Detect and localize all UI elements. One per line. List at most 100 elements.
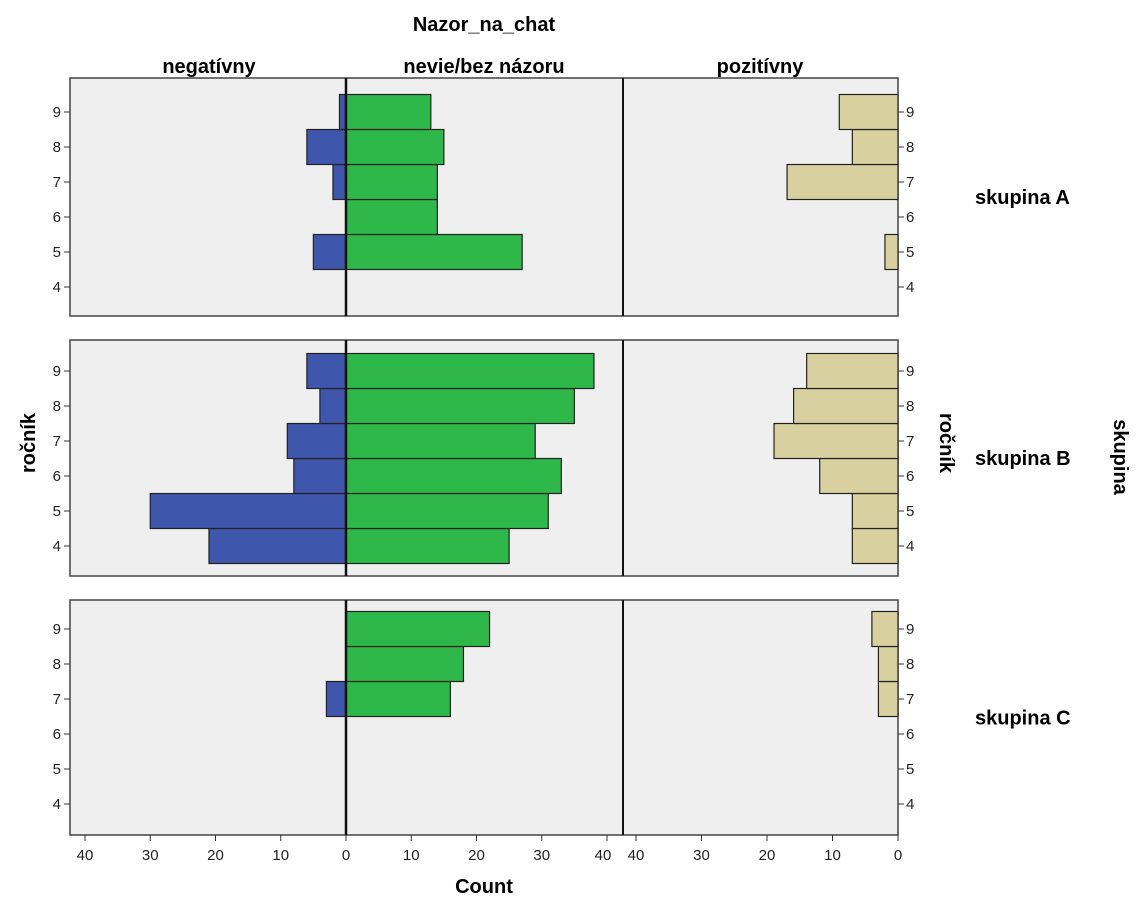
bar-pozitivny-2-5 (851, 492, 899, 530)
y-tick-label-left: 5 (53, 761, 61, 778)
y-tick-label-right: 5 (906, 244, 914, 261)
panel-1 (69, 77, 899, 317)
y-tick-label-left: 5 (53, 503, 61, 520)
y-tick-label-left: 4 (53, 279, 61, 296)
column-header-nevie: nevie/bez názoru (403, 56, 564, 78)
bar-pozitivny-3-8 (877, 645, 899, 683)
bar-nevie-2-4 (345, 527, 510, 565)
bar-negativny-1-8 (306, 128, 347, 166)
bar-negativny-2-9 (306, 352, 347, 390)
row-label-3: skupina C (975, 708, 1071, 730)
x-tick-label-nevie: 20 (468, 847, 485, 864)
bar-pozitivny-2-6 (819, 457, 899, 495)
x-tick-label-negativny: 10 (272, 847, 289, 864)
bar-pozitivny-3-7 (877, 680, 899, 718)
y-tick-label-right: 9 (906, 621, 914, 638)
y-tick-label-left: 6 (53, 209, 61, 226)
bar-nevie-3-7 (345, 680, 452, 718)
y-tick-label-left: 9 (53, 104, 61, 121)
y-tick-label-right: 4 (906, 796, 914, 813)
x-tick-label-pozitivny: 10 (824, 847, 841, 864)
y-tick-label-left: 6 (53, 468, 61, 485)
bar-pozitivny-1-9 (838, 93, 899, 131)
y-tick-label-right: 7 (906, 433, 914, 450)
column-header-negativny: negatívny (162, 56, 256, 78)
row-label-2: skupina B (975, 448, 1071, 470)
bar-nevie-3-8 (345, 645, 465, 683)
y-tick-label-right: 8 (906, 656, 914, 673)
bar-negativny-2-7 (286, 422, 347, 460)
bar-pozitivny-1-7 (786, 163, 899, 201)
x-tick-label-nevie: 40 (595, 847, 612, 864)
x-tick-label-negativny: 40 (77, 847, 94, 864)
x-tick-label-pozitivny: 30 (693, 847, 710, 864)
bar-pozitivny-2-8 (792, 387, 899, 425)
bar-nevie-1-7 (345, 163, 438, 201)
row-label-1: skupina A (975, 187, 1070, 209)
y-tick-label-right: 4 (906, 538, 914, 555)
y-tick-label-left: 7 (53, 691, 61, 708)
y-tick-label-right: 5 (906, 761, 914, 778)
bar-negativny-2-8 (319, 387, 347, 425)
y-tick-label-left: 9 (53, 621, 61, 638)
bar-pozitivny-2-7 (773, 422, 899, 460)
y-tick-label-left: 4 (53, 538, 61, 555)
y-tick-label-right: 9 (906, 104, 914, 121)
bar-nevie-1-8 (345, 128, 445, 166)
bar-negativny-1-5 (312, 233, 347, 271)
row-variable-label: skupina (1109, 419, 1131, 495)
y-tick-label-right: 5 (906, 503, 914, 520)
y-tick-label-left: 8 (53, 398, 61, 415)
y-tick-label-right: 9 (906, 363, 914, 380)
x-tick-label-pozitivny: 20 (759, 847, 776, 864)
y-tick-label-left: 8 (53, 139, 61, 156)
y-tick-label-left: 6 (53, 726, 61, 743)
bar-nevie-2-5 (345, 492, 549, 530)
y-tick-label-left: 4 (53, 796, 61, 813)
bar-negativny-2-4 (208, 527, 347, 565)
y-axis-label-left: ročník (18, 412, 40, 473)
y-tick-label-right: 7 (906, 691, 914, 708)
y-tick-label-right: 4 (906, 279, 914, 296)
y-tick-label-right: 8 (906, 139, 914, 156)
bar-negativny-2-6 (293, 457, 347, 495)
y-tick-label-left: 7 (53, 174, 61, 191)
x-tick-label-negativny: 20 (207, 847, 224, 864)
y-axis-label-right: ročník (935, 413, 957, 474)
bar-pozitivny-3-9 (871, 610, 899, 648)
bar-pozitivny-1-8 (851, 128, 899, 166)
bar-nevie-1-9 (345, 93, 432, 131)
bar-nevie-3-9 (345, 610, 491, 648)
y-tick-label-right: 6 (906, 209, 914, 226)
bar-nevie-2-6 (345, 457, 562, 495)
y-tick-label-left: 5 (53, 244, 61, 261)
x-tick-label-pozitivny: 40 (628, 847, 645, 864)
y-tick-label-right: 6 (906, 468, 914, 485)
y-tick-label-right: 8 (906, 398, 914, 415)
bar-nevie-2-9 (345, 352, 595, 390)
bar-nevie-1-6 (345, 198, 438, 236)
bar-nevie-1-5 (345, 233, 523, 271)
column-header-pozitivny: pozitívny (717, 56, 805, 78)
chart-title: Nazor_na_chat (413, 14, 556, 36)
y-tick-label-right: 6 (906, 726, 914, 743)
y-tick-label-right: 7 (906, 174, 914, 191)
y-tick-label-left: 7 (53, 433, 61, 450)
bar-pozitivny-2-9 (806, 352, 899, 390)
bar-negativny-3-7 (325, 680, 347, 718)
bar-pozitivny-2-4 (851, 527, 899, 565)
bar-nevie-2-8 (345, 387, 575, 425)
bar-negativny-1-7 (332, 163, 347, 201)
x-tick-label-pozitivny: 0 (894, 847, 902, 864)
y-tick-label-left: 9 (53, 363, 61, 380)
x-tick-label-negativny: 30 (142, 847, 159, 864)
x-tick-label-nevie: 10 (403, 847, 420, 864)
y-tick-label-left: 8 (53, 656, 61, 673)
x-tick-label-nevie: 30 (533, 847, 550, 864)
bar-negativny-2-5 (149, 492, 347, 530)
bar-nevie-2-7 (345, 422, 536, 460)
x-tick-label-negativny: 0 (342, 847, 350, 864)
x-axis-label: Count (455, 876, 513, 898)
bar-pozitivny-1-5 (884, 233, 899, 271)
